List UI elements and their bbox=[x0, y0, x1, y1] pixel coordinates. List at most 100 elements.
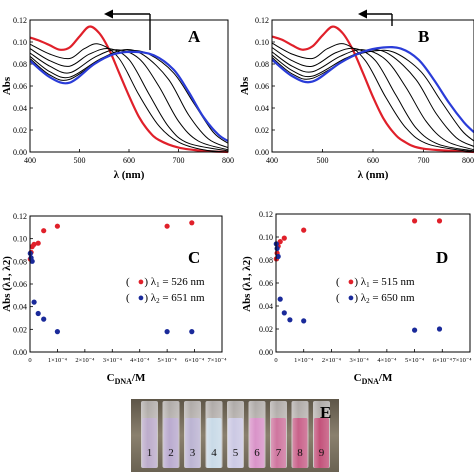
vial-sheen-1 bbox=[141, 401, 158, 468]
panel-b-ytick-3: 0.06 bbox=[255, 82, 269, 91]
panel-c-point-s1-5 bbox=[41, 316, 47, 322]
vial-sheen-4 bbox=[205, 401, 223, 468]
vial-sheen-5 bbox=[227, 401, 244, 468]
vial-number-4: 4 bbox=[211, 447, 217, 459]
panel-b-ylabel: Abs bbox=[239, 76, 251, 95]
panel-c-xtick-7: 7×10⁻⁴ bbox=[207, 357, 227, 364]
panel-d-xtick-4: 4×10⁻⁴ bbox=[377, 357, 397, 364]
panel-b-label: B bbox=[418, 27, 429, 46]
panel-d-point-s0-4 bbox=[281, 235, 287, 241]
vial-number-2: 2 bbox=[168, 447, 174, 459]
panel-e-vials: 1 2 3 4 5 6 7 8 9 bbox=[141, 401, 330, 468]
panel-d-ytick-3: 0.06 bbox=[259, 279, 273, 288]
panel-a-series-line-2 bbox=[29, 47, 229, 152]
panel-a-ytick-6: 0.12 bbox=[13, 16, 27, 25]
panel-d-frame bbox=[275, 213, 471, 353]
panel-c-point-s1-4 bbox=[35, 310, 41, 317]
panel-c-xlabel-suffix: /M bbox=[131, 372, 146, 384]
panel-b-series-line-1 bbox=[271, 42, 474, 153]
panel-a-frame bbox=[29, 19, 229, 153]
panel-d-xtick-3: 3×10⁻⁴ bbox=[350, 357, 370, 364]
panel-c-xtick-5: 5×10⁻⁴ bbox=[158, 357, 178, 364]
panel-d-ytick-2: 0.04 bbox=[259, 302, 273, 311]
panel-b-xtick-0: 400 bbox=[266, 156, 278, 165]
vial-sheen-8 bbox=[291, 401, 309, 468]
panel-c-xtick-4: 4×10⁻⁴ bbox=[130, 357, 150, 364]
panel-d-xtick-1: 1×10⁻⁴ bbox=[294, 357, 314, 364]
panel-d-ytick-5: 0.10 bbox=[259, 233, 273, 242]
panel-b: 0.00 0.02 0.04 0.06 0.08 0.10 0.12 400 5… bbox=[239, 9, 474, 181]
panel-b-series-line-0 bbox=[271, 25, 474, 154]
panel-d: 0.00 0.02 0.04 0.06 0.08 0.10 0.12 0 1×1… bbox=[241, 210, 472, 386]
panel-c-ytick-1: 0.02 bbox=[13, 325, 27, 334]
panel-d-xlabel: CDNA/M bbox=[354, 372, 393, 386]
panel-c-legend-swatch-2: ● bbox=[138, 292, 145, 304]
panel-e-label: E bbox=[320, 403, 331, 422]
panel-d-yticks: 0.00 0.02 0.04 0.06 0.08 0.10 0.12 bbox=[259, 210, 273, 357]
panel-d-xtick-0: 0 bbox=[274, 357, 277, 364]
panel-c-point-s0-7 bbox=[164, 223, 170, 229]
vial-number-1: 1 bbox=[147, 447, 153, 459]
panel-d-legend-swatch-1: ● bbox=[348, 276, 355, 288]
panel-c: 0.00 0.02 0.04 0.06 0.08 0.10 0.12 0 1×1… bbox=[1, 212, 227, 386]
panel-b-shift-arrow-icon bbox=[358, 9, 393, 26]
panel-c-point-s0-3 bbox=[31, 241, 37, 247]
panel-d-xtick-5: 5×10⁻⁴ bbox=[405, 357, 425, 364]
panel-d-point-s0-3 bbox=[277, 239, 283, 245]
panel-c-xtick-3: 3×10⁻⁴ bbox=[103, 357, 123, 364]
panel-c-point-s0-8 bbox=[189, 220, 195, 226]
vial-number-8: 8 bbox=[297, 447, 303, 459]
panel-c-point-s0-4 bbox=[35, 240, 41, 246]
panel-b-xtick-4: 800 bbox=[462, 156, 474, 165]
panel-b-xtick-1: 500 bbox=[317, 156, 329, 165]
panel-c-ylabel: Abs (λ1, λ2) bbox=[1, 256, 13, 312]
panel-d-ytick-6: 0.12 bbox=[259, 210, 273, 219]
panel-d-point-s1-1 bbox=[274, 245, 280, 252]
panel-a-series-line-0 bbox=[29, 25, 229, 154]
vial-sheen-3 bbox=[184, 401, 201, 468]
vial-number-7: 7 bbox=[276, 447, 282, 459]
panel-d-label: D bbox=[436, 248, 448, 267]
panel-c-xlabel-sub: DNA bbox=[115, 377, 133, 386]
panel-d-point-s0-7 bbox=[436, 218, 443, 224]
panel-b-xtick-3: 700 bbox=[418, 156, 430, 165]
panel-c-frame bbox=[29, 215, 223, 353]
panel-a-ytick-1: 0.02 bbox=[13, 126, 27, 135]
panel-b-plot bbox=[271, 19, 474, 154]
panel-c-xticks: 0 1×10⁻⁴ 2×10⁻⁴ 3×10⁻⁴ 4×10⁻⁴ 5×10⁻⁴ 6×1… bbox=[28, 357, 227, 364]
panel-a-xtick-1: 500 bbox=[74, 156, 86, 165]
panel-a-shift-arrow-icon bbox=[104, 9, 151, 50]
panel-c-point-s1-7 bbox=[164, 329, 170, 335]
panel-d-xlabel-suffix: /M bbox=[378, 372, 393, 384]
panel-d-point-s1-6 bbox=[301, 318, 307, 324]
panel-d-xticks: 0 1×10⁻⁴ 2×10⁻⁴ 3×10⁻⁴ 4×10⁻⁴ 5×10⁻⁴ 6×1… bbox=[274, 357, 472, 364]
panel-b-xtick-2: 600 bbox=[367, 156, 379, 165]
panel-d-xlabel-sub: DNA bbox=[362, 377, 380, 386]
vial-sheen-2 bbox=[162, 401, 180, 468]
panel-c-ytick-4: 0.08 bbox=[13, 257, 27, 266]
panel-c-ytick-5: 0.10 bbox=[13, 235, 27, 244]
panel-b-ytick-4: 0.08 bbox=[255, 60, 269, 69]
panel-c-legend-entry-2: (●) λ2 = 651 nm bbox=[126, 292, 205, 305]
panel-d-point-s1-3 bbox=[277, 296, 283, 302]
vial-sheen-6 bbox=[248, 401, 266, 468]
panel-d-ylabel: Abs (λ1, λ2) bbox=[241, 256, 253, 312]
panel-c-xtick-6: 6×10⁻⁴ bbox=[185, 357, 205, 364]
panel-c-xtick-0: 0 bbox=[28, 357, 31, 364]
panel-a-xtick-4: 800 bbox=[222, 156, 234, 165]
panel-b-series-line-6 bbox=[271, 45, 474, 133]
vial-sheen-7 bbox=[270, 401, 287, 468]
panel-c-xlabel-main: C bbox=[107, 372, 115, 384]
panel-b-frame bbox=[271, 19, 474, 153]
panel-d-legend-entry-2: (●) λ2 = 650 nm bbox=[336, 292, 415, 305]
panel-c-point-s1-8 bbox=[189, 329, 195, 335]
panel-c-legend: (●) λ1 = 526 nm (●) λ2 = 651 nm bbox=[126, 276, 205, 305]
panel-c-legend-swatch-1: ● bbox=[138, 276, 145, 288]
panel-b-series-line-5 bbox=[271, 49, 474, 142]
panel-c-point-s1-6 bbox=[54, 329, 61, 335]
panel-d-point-s1-8 bbox=[436, 326, 443, 332]
panel-a-ytick-4: 0.08 bbox=[13, 60, 27, 69]
panel-c-xtick-1: 1×10⁻⁴ bbox=[48, 357, 68, 364]
panel-b-ytick-6: 0.12 bbox=[255, 16, 269, 25]
